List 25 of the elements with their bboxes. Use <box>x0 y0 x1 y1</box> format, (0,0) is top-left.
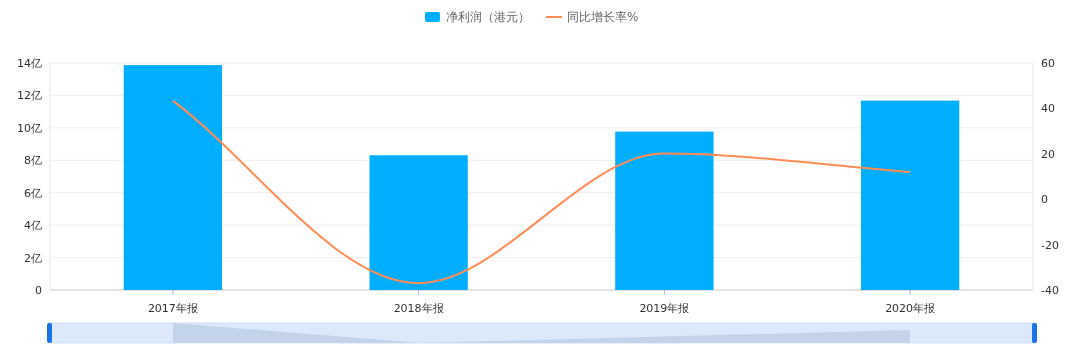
y-tick-label: 12亿 <box>17 89 42 103</box>
bar <box>369 155 468 290</box>
y-tick-label: 4亿 <box>24 219 42 233</box>
y-tick-label: 6亿 <box>24 186 42 200</box>
bar <box>123 65 223 290</box>
line-series <box>171 99 912 285</box>
x-tick-label: 2018年报 <box>393 302 444 315</box>
bar <box>860 100 960 290</box>
bar <box>615 131 714 290</box>
y2-tick-label: 60 <box>1041 57 1055 70</box>
x-tick-label: 2017年报 <box>147 302 198 315</box>
y2-tick-label: 40 <box>1041 102 1055 116</box>
x-tick-label: 2020年报 <box>885 302 936 315</box>
y-tick-label: 0 <box>35 284 42 297</box>
legend-label: 净利润（港元） <box>446 10 530 24</box>
y-tick-label: 8亿 <box>24 154 42 168</box>
y-tick-label: 2亿 <box>24 251 42 265</box>
y-tick-label: 10亿 <box>17 121 42 135</box>
x-tick-label: 2019年报 <box>639 302 690 315</box>
y2-tick-label: -40 <box>1041 284 1059 297</box>
y2-tick-label: -20 <box>1041 238 1059 252</box>
y-tick-label: 14亿 <box>17 57 42 70</box>
y2-tick-label: 0 <box>1041 193 1048 207</box>
legend-label: 同比增长率% <box>567 10 639 24</box>
y2-tick-label: 20 <box>1041 147 1055 161</box>
